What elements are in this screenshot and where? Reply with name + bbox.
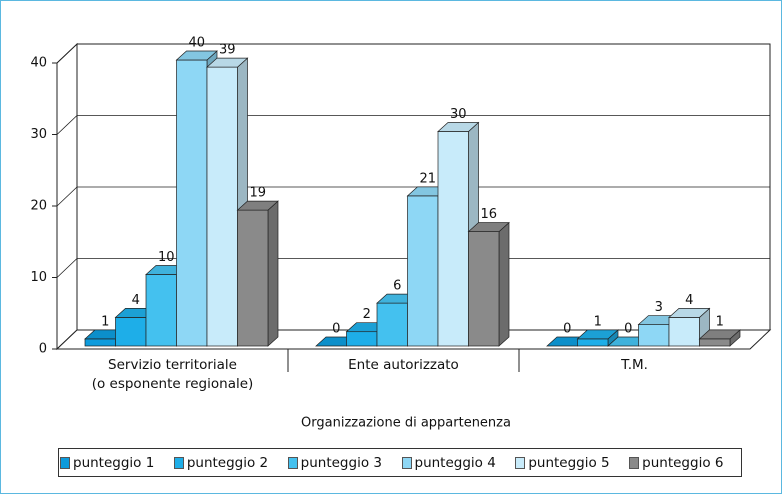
value-label: 21 — [419, 171, 436, 186]
value-label: 6 — [393, 279, 401, 294]
value-label: 4 — [132, 293, 140, 308]
bar — [698, 329, 741, 347]
value-label: 2 — [363, 307, 371, 322]
legend-swatch — [515, 457, 526, 469]
x-tick-label: Servizio territoriale (o esponente regio… — [91, 357, 254, 392]
legend-item: punteggio 6 — [629, 455, 723, 471]
value-label: 4 — [685, 293, 693, 308]
bar — [236, 200, 279, 347]
grid-line — [56, 43, 770, 64]
value-label: 1 — [101, 314, 109, 329]
bar — [467, 221, 510, 347]
legend-swatch — [287, 457, 298, 469]
legend-swatch — [401, 457, 412, 469]
legend-swatch — [173, 457, 184, 469]
x-axis-title: Organizzazione di appartenenza — [301, 416, 511, 431]
value-label: 19 — [249, 186, 266, 201]
x-tick-label: T.M. — [621, 357, 648, 373]
value-label: 1 — [594, 314, 602, 329]
value-label: 10 — [158, 250, 175, 265]
legend-item: punteggio 3 — [287, 455, 382, 471]
value-label: 39 — [219, 43, 236, 58]
value-label: 0 — [332, 322, 340, 337]
x-tick-label: Ente autorizzato — [348, 357, 459, 373]
legend-label: punteggio 5 — [528, 455, 610, 471]
value-label: 0 — [624, 322, 632, 337]
legend-label: punteggio 4 — [414, 455, 496, 471]
legend-label: punteggio 6 — [642, 455, 724, 471]
value-label: 16 — [480, 207, 497, 222]
legend-item: punteggio 5 — [515, 455, 610, 471]
legend-label: punteggio 2 — [186, 455, 269, 471]
value-label: 3 — [655, 300, 663, 315]
grid-line — [56, 186, 770, 207]
bar — [576, 329, 619, 347]
y-tick-label: 40 — [30, 56, 47, 71]
value-label: 40 — [188, 36, 205, 51]
grid-line — [56, 115, 770, 135]
legend-box — [58, 448, 742, 477]
legend-label: punteggio 1 — [73, 455, 155, 471]
legend-item: punteggio 2 — [173, 455, 269, 471]
legend-swatch — [629, 457, 640, 469]
y-tick-label: 10 — [30, 270, 47, 285]
legend-label: punteggio 3 — [300, 455, 382, 471]
y-tick-label: 30 — [30, 127, 47, 142]
value-label: 1 — [716, 314, 724, 329]
legend-swatch — [60, 457, 70, 469]
legend-item: punteggio 1 — [60, 455, 154, 471]
grid-line — [56, 258, 770, 278]
value-label: 0 — [563, 322, 571, 337]
y-tick-label: 20 — [30, 199, 47, 214]
y-tick-label: 0 — [39, 342, 47, 357]
value-label: 30 — [450, 107, 467, 122]
legend-item: punteggio 4 — [401, 455, 496, 471]
